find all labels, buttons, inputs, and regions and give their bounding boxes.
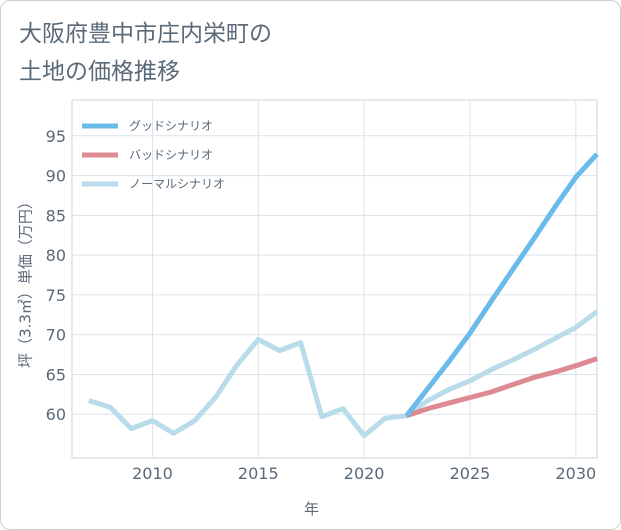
x-tick-label: 2015 xyxy=(238,464,279,483)
y-tick-label: 60 xyxy=(46,405,66,424)
plot-area xyxy=(71,99,598,459)
chart-title-line1: 大阪府豊中市庄内栄町の xyxy=(19,21,272,47)
series-line-0 xyxy=(404,152,599,418)
y-tick-label: 80 xyxy=(46,246,66,265)
y-tick-label: 95 xyxy=(46,127,66,146)
y-tick-label: 90 xyxy=(46,167,66,186)
y-tick-label: 65 xyxy=(46,365,66,384)
x-tick-label: 2025 xyxy=(450,464,491,483)
series-line-1 xyxy=(405,356,598,419)
y-tick-label: 85 xyxy=(46,206,66,225)
x-tick-label: 2020 xyxy=(344,464,385,483)
x-tick-label: 2010 xyxy=(132,464,173,483)
chart-title: 大阪府豊中市庄内栄町の 土地の価格推移 xyxy=(19,15,272,91)
x-axis-title: 年 xyxy=(303,500,319,518)
legend-label: バッドシナリオ xyxy=(129,148,213,162)
chart-title-line2: 土地の価格推移 xyxy=(19,59,180,85)
y-tick-label: 75 xyxy=(46,286,66,305)
y-tick-label: 70 xyxy=(46,326,66,345)
legend-label: ノーマルシナリオ xyxy=(129,177,225,191)
x-tick-label: 2030 xyxy=(555,464,596,483)
legend-label: グッドシナリオ xyxy=(129,119,213,133)
series-line-2 xyxy=(88,309,599,439)
